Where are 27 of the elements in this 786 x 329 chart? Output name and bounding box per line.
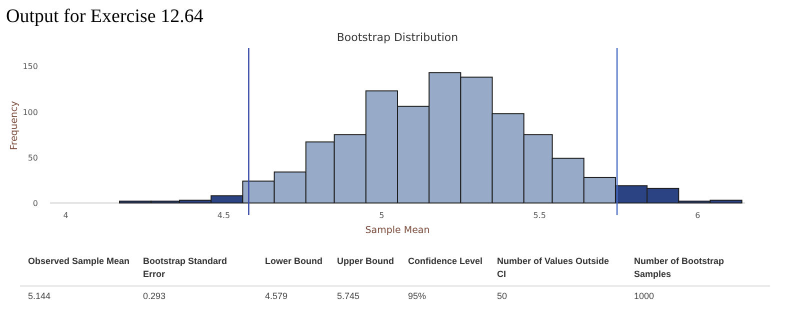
x-tick-label: 6 xyxy=(695,211,700,220)
text: Confidence Level xyxy=(408,256,483,266)
y-tick-label: 0 xyxy=(32,199,38,208)
x-tick-label: 4 xyxy=(63,211,68,220)
text: 95% xyxy=(408,291,426,301)
x-tick-label: 4.5 xyxy=(217,211,230,220)
text: Lower Bound xyxy=(265,256,322,266)
chart-subtitle: Bootstrap Distribution xyxy=(336,31,458,44)
x-axis-title: Sample Mean xyxy=(365,225,430,236)
text: Observed Sample Mean xyxy=(28,256,130,266)
text: 50 xyxy=(497,291,508,301)
y-tick-label: 50 xyxy=(28,153,38,162)
text: Number of Values Outside CI xyxy=(497,256,610,279)
text: 5.144 xyxy=(28,291,51,301)
text: 4.579 xyxy=(265,291,288,301)
text: 1000 xyxy=(634,291,654,301)
text: Upper Bound xyxy=(337,256,394,266)
y-tick-label: 150 xyxy=(22,62,38,72)
y-tick-label: 100 xyxy=(22,108,38,117)
y-axis-title: Frequency xyxy=(9,100,20,150)
chart-title: Output for Exercise 12.64 xyxy=(6,6,204,27)
text: Bootstrap Standard Error xyxy=(143,256,228,279)
x-tick-label: 5 xyxy=(379,211,384,220)
text: 5.745 xyxy=(337,291,360,301)
text: Number of Bootstrap Samples xyxy=(634,256,724,279)
text: 0.293 xyxy=(143,291,166,301)
x-tick-label: 5.5 xyxy=(533,211,546,220)
